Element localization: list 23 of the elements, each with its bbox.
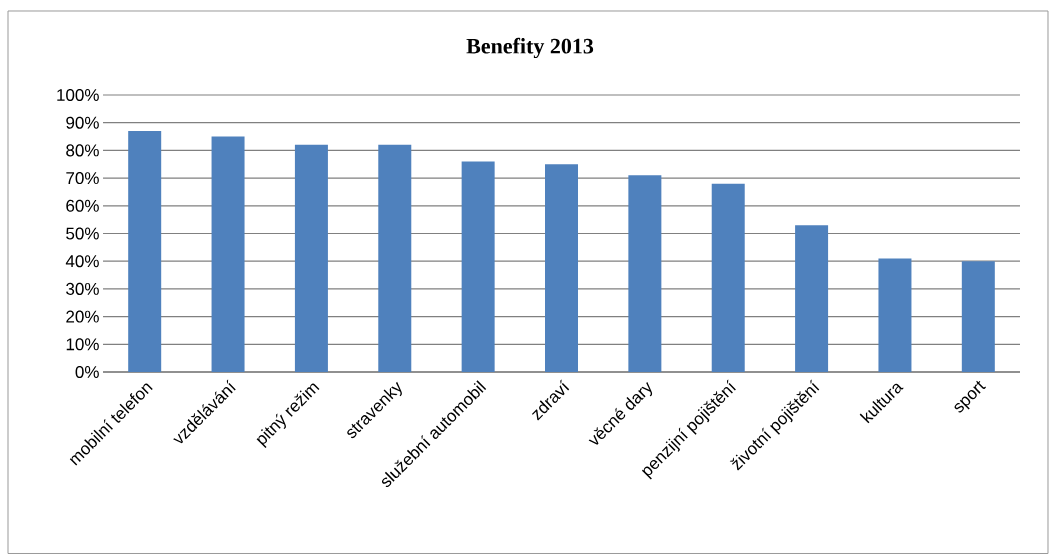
bar	[961, 261, 995, 372]
y-tick-label: 30%	[66, 282, 99, 295]
chart-title: Benefity 2013	[466, 37, 594, 59]
y-tick-label: 0%	[75, 365, 99, 379]
bar	[294, 144, 328, 372]
y-tick-label: 20%	[66, 310, 99, 323]
y-tick-label: 10%	[66, 338, 99, 351]
y-tick-label: 100%	[57, 88, 99, 102]
bar	[628, 175, 662, 372]
bar	[211, 136, 245, 372]
bar	[545, 164, 579, 372]
y-tick-label: 60%	[66, 199, 99, 212]
bar	[378, 144, 412, 372]
y-tick-label: 90%	[66, 116, 99, 129]
y-tick-label: 40%	[65, 255, 99, 268]
y-tick-label: 70%	[66, 172, 99, 185]
bar	[878, 258, 912, 372]
bar	[795, 225, 829, 372]
bar	[461, 161, 495, 372]
y-tick-label: 50%	[66, 227, 99, 240]
bar	[711, 183, 745, 372]
y-tick-label: 80%	[66, 144, 99, 157]
bar	[128, 131, 162, 372]
